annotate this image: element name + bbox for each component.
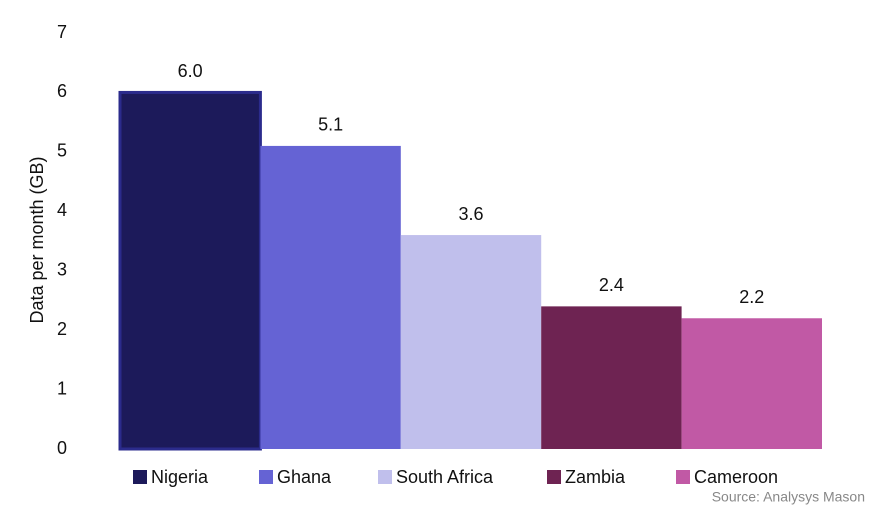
- bar: [400, 235, 542, 449]
- data-label: 3.6: [458, 204, 483, 224]
- legend-label: Ghana: [277, 467, 332, 487]
- legend-swatch: [259, 470, 273, 484]
- y-axis-title: Data per month (GB): [27, 156, 47, 323]
- source-note: Source: Analysys Mason: [712, 489, 865, 505]
- legend-swatch: [676, 470, 690, 484]
- bar: [260, 145, 401, 449]
- data-label: 6.0: [178, 61, 203, 81]
- legend-swatch: [378, 470, 392, 484]
- legend-label: Nigeria: [151, 467, 209, 487]
- bar: [118, 90, 262, 451]
- legend-swatch: [547, 470, 561, 484]
- legend-label: Cameroon: [694, 467, 778, 487]
- legend-label: South Africa: [396, 467, 494, 487]
- data-label: 2.2: [739, 287, 764, 307]
- data-label: 5.1: [318, 115, 343, 135]
- bar: [541, 306, 682, 449]
- y-tick-label: 3: [57, 259, 67, 279]
- bar: [681, 318, 822, 449]
- y-tick-label: 5: [57, 141, 67, 161]
- legend-swatch: [133, 470, 147, 484]
- y-tick-label: 2: [57, 319, 67, 339]
- y-tick-label: 7: [57, 22, 67, 42]
- legend-label: Zambia: [565, 467, 626, 487]
- data-label: 2.4: [599, 275, 624, 295]
- y-tick-label: 4: [57, 200, 67, 220]
- y-tick-label: 0: [57, 438, 67, 458]
- y-tick-label: 6: [57, 81, 67, 101]
- y-tick-label: 1: [57, 378, 67, 398]
